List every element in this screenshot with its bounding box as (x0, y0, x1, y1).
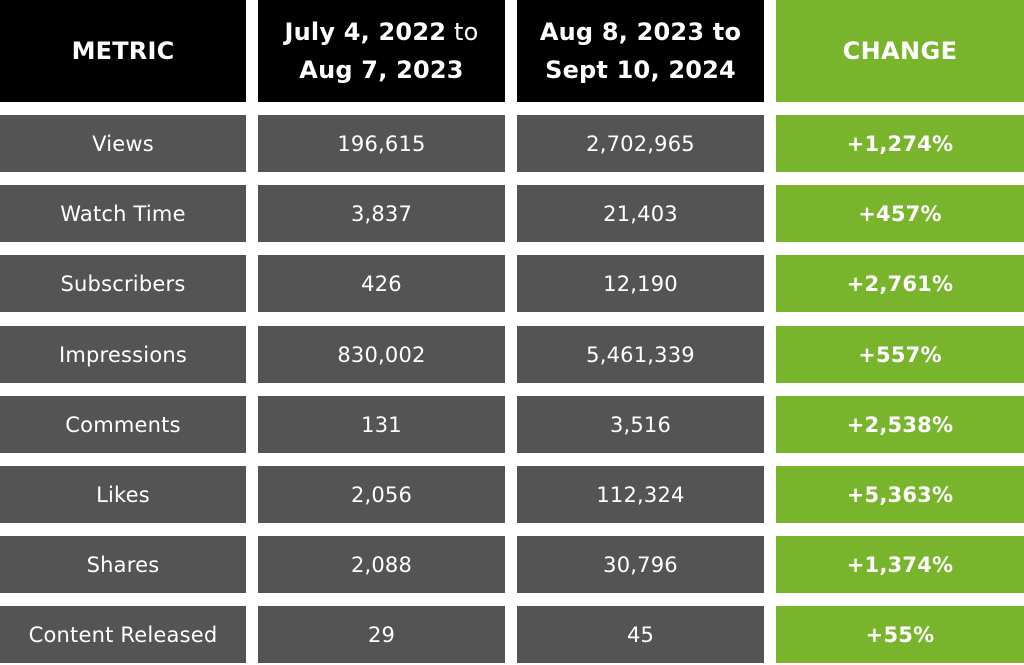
metric-cell-text: Subscribers (60, 271, 186, 296)
change-cell: +2,538% (776, 396, 1024, 453)
period2-cell-text: 3,516 (609, 412, 672, 437)
period1-cell: 29 (258, 606, 505, 663)
header-period1-line1-date: July 4, 2022 (284, 18, 447, 46)
change-cell-text: +1,274% (846, 131, 954, 156)
period2-cell-text: 12,190 (603, 271, 678, 296)
period2-cell: 5,461,339 (517, 326, 764, 383)
change-cell-text: +1,374% (846, 552, 954, 577)
period1-cell: 2,056 (258, 466, 505, 523)
change-cell: +55% (776, 606, 1024, 663)
period2-cell-text: 5,461,339 (586, 342, 695, 367)
metric-cell-text: Shares (86, 552, 160, 577)
period1-cell: 2,088 (258, 536, 505, 593)
metric-cell: Comments (0, 396, 246, 453)
metric-cell-text: Likes (96, 482, 150, 507)
change-cell: +2,761% (776, 255, 1024, 312)
period1-cell-text: 3,837 (350, 201, 413, 226)
header-period1-line1-to: to (446, 18, 479, 46)
period2-cell-text: 112,324 (596, 482, 685, 507)
metric-cell: Views (0, 115, 246, 172)
period1-cell: 131 (258, 396, 505, 453)
period2-cell: 112,324 (517, 466, 764, 523)
period2-cell: 2,702,965 (517, 115, 764, 172)
change-cell-text: +557% (858, 342, 942, 367)
period1-cell: 196,615 (258, 115, 505, 172)
metric-cell-text: Comments (65, 412, 181, 437)
change-cell-text: +2,761% (846, 271, 954, 296)
change-cell-text: +5,363% (846, 482, 954, 507)
period1-cell-text: 29 (367, 622, 396, 647)
period1-cell-text: 2,088 (350, 552, 413, 577)
period2-cell: 45 (517, 606, 764, 663)
header-period1-text: July 4, 2022 to Aug 7, 2023 (285, 13, 479, 89)
metric-cell-text: Impressions (58, 342, 188, 367)
period2-cell-text: 30,796 (603, 552, 678, 577)
period1-cell-text: 131 (361, 412, 402, 437)
header-period2-line1: Aug 8, 2023 to (539, 18, 742, 46)
change-cell-text: +2,538% (846, 412, 954, 437)
change-cell: +557% (776, 326, 1024, 383)
metric-cell: Subscribers (0, 255, 246, 312)
header-period2-line2: Sept 10, 2024 (545, 56, 736, 84)
period2-cell-text: 21,403 (603, 201, 678, 226)
period1-cell: 3,837 (258, 185, 505, 242)
period1-cell-text: 196,615 (337, 131, 426, 156)
change-cell: +1,374% (776, 536, 1024, 593)
metric-cell-text: Views (92, 131, 154, 156)
header-period2-text: Aug 8, 2023 to Sept 10, 2024 (540, 13, 741, 89)
metric-cell: Likes (0, 466, 246, 523)
header-period1: July 4, 2022 to Aug 7, 2023 (258, 0, 505, 102)
header-period1-line2: Aug 7, 2023 (299, 56, 464, 84)
period2-cell: 30,796 (517, 536, 764, 593)
period2-cell: 21,403 (517, 185, 764, 242)
change-cell-text: +55% (865, 622, 935, 647)
header-change: CHANGE (776, 0, 1024, 102)
change-cell: +5,363% (776, 466, 1024, 523)
metric-cell: Watch Time (0, 185, 246, 242)
header-period1-line1: July 4, 2022 to (285, 13, 479, 51)
period2-cell-text: 45 (626, 622, 655, 647)
period2-cell: 12,190 (517, 255, 764, 312)
period1-cell-text: 2,056 (350, 482, 413, 507)
change-cell: +1,274% (776, 115, 1024, 172)
metric-cell-text: Content Released (28, 622, 218, 647)
metric-cell: Shares (0, 536, 246, 593)
period1-cell-text: 830,002 (337, 342, 426, 367)
metric-cell: Impressions (0, 326, 246, 383)
period2-cell-text: 2,702,965 (586, 131, 695, 156)
metric-cell-text: Watch Time (60, 201, 186, 226)
period1-cell: 426 (258, 255, 505, 312)
change-cell-text: +457% (858, 201, 942, 226)
metric-cell: Content Released (0, 606, 246, 663)
header-change-label: CHANGE (842, 37, 958, 65)
header-metric-label: METRIC (71, 37, 175, 65)
period1-cell-text: 426 (361, 271, 402, 296)
period2-cell: 3,516 (517, 396, 764, 453)
header-metric: METRIC (0, 0, 246, 102)
change-cell: +457% (776, 185, 1024, 242)
header-period2: Aug 8, 2023 to Sept 10, 2024 (517, 0, 764, 102)
period1-cell: 830,002 (258, 326, 505, 383)
